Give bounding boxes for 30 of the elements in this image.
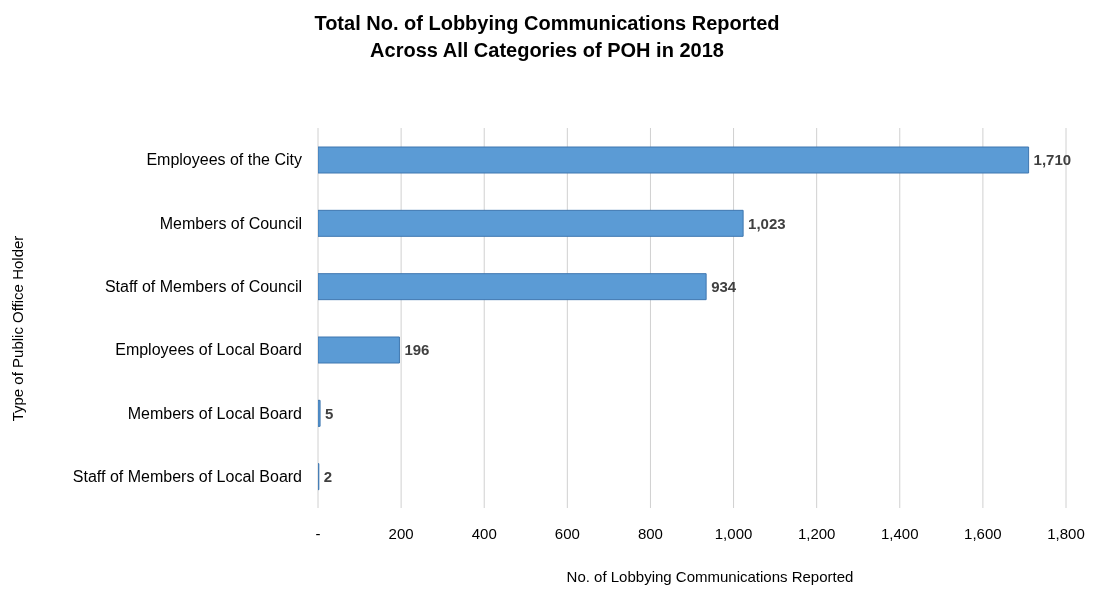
bar xyxy=(318,336,400,364)
x-tick-label: 400 xyxy=(471,524,497,542)
bar xyxy=(318,273,707,301)
x-tick-label: 1,600 xyxy=(964,524,1002,542)
x-tick-label: 1,800 xyxy=(1047,524,1085,542)
y-axis-title: Type of Public Office Holder xyxy=(9,235,27,421)
x-tick-label: 1,000 xyxy=(714,524,753,542)
x-tick-label: 1,200 xyxy=(797,524,836,542)
data-label: 5 xyxy=(325,404,334,422)
x-tick-label: - xyxy=(315,524,321,542)
y-tick-label: Employees of Local Board xyxy=(115,341,302,359)
bar xyxy=(318,209,744,237)
y-tick-label: Members of Council xyxy=(159,214,302,232)
x-tick-label: 600 xyxy=(554,524,580,542)
x-tick-label: 200 xyxy=(388,524,414,542)
x-tick-label: 800 xyxy=(637,524,663,542)
y-tick-label: Employees of the City xyxy=(146,151,302,169)
data-label: 934 xyxy=(711,277,737,295)
x-axis-title: No. of Lobbying Communications Reported xyxy=(565,568,855,585)
y-tick-label: Staff of Members of Local Board xyxy=(72,468,302,486)
y-tick-label: Staff of Members of Council xyxy=(104,278,302,296)
data-label: 196 xyxy=(404,341,430,359)
data-label: 1,710 xyxy=(1033,151,1072,169)
chart-title: Total No. of Lobbying Communications Reported Across All Categories of POH in 2018 xyxy=(313,11,781,63)
bar xyxy=(318,146,1030,174)
x-tick-label: 1,400 xyxy=(881,524,919,542)
data-label: 2 xyxy=(323,467,333,485)
y-tick-label: Members of Local Board xyxy=(127,404,302,422)
data-label: 1,023 xyxy=(748,214,786,232)
bar xyxy=(318,399,321,427)
